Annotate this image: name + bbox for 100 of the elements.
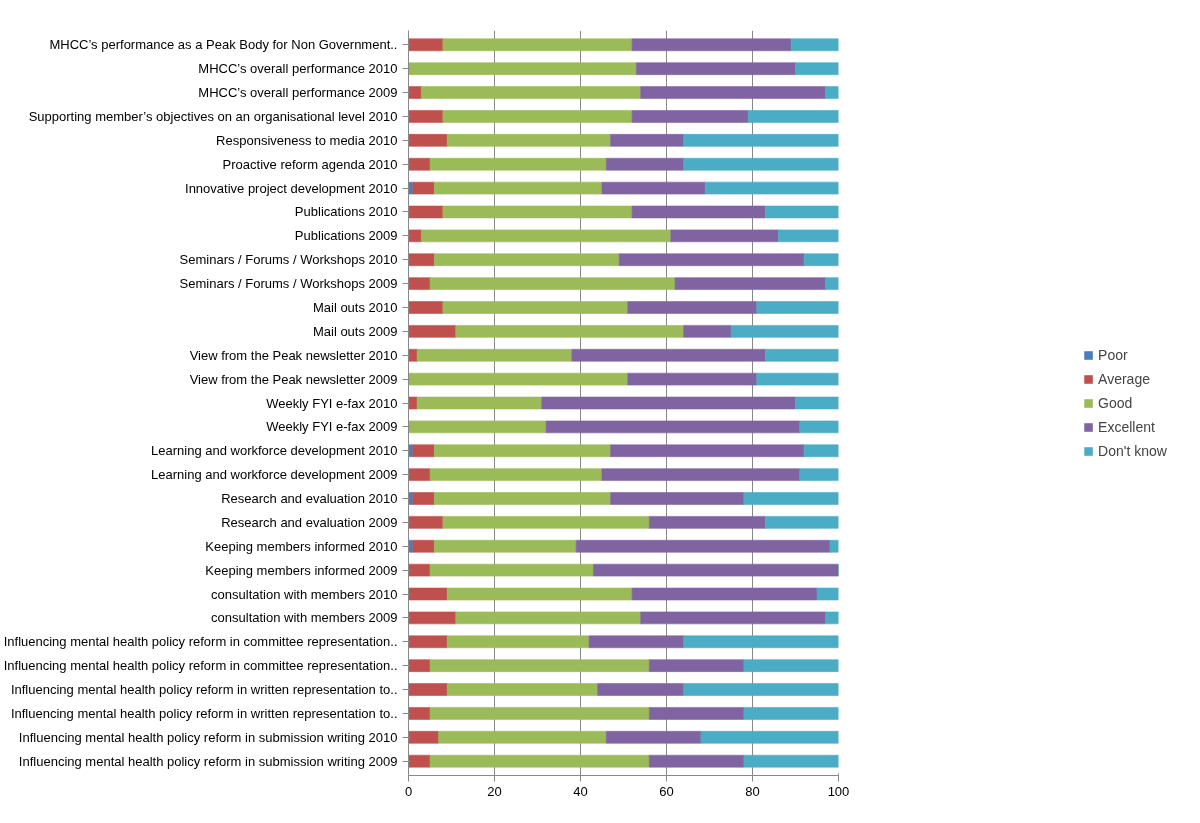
- bar: [605, 730, 702, 744]
- bar: [408, 706, 431, 720]
- y-tick-label: Influencing mental health policy reform in written representation to..: [10, 682, 398, 698]
- bar: [408, 277, 431, 291]
- bar: [648, 706, 745, 720]
- bar: [635, 62, 796, 76]
- bar: [790, 38, 839, 52]
- bar: [433, 492, 612, 505]
- y-tick-label: Seminars / Forums / Workshops 2009: [179, 276, 398, 292]
- bar: [799, 468, 839, 482]
- bar: [446, 587, 633, 601]
- bar: [408, 253, 435, 267]
- bar: [442, 38, 633, 52]
- y-tick-label: consultation with members 2010: [211, 586, 398, 602]
- bar: [429, 706, 650, 720]
- bar: [803, 253, 839, 267]
- y-tick-label: Supporting member’s objectives on an organisational level 2010: [28, 108, 398, 124]
- x-tick-label: 60: [659, 783, 674, 799]
- bar: [442, 301, 629, 314]
- y-tick-label: consultation with members 2009: [211, 610, 398, 626]
- bar: [743, 492, 839, 505]
- bar: [408, 587, 448, 601]
- bar: [777, 229, 839, 243]
- bar: [610, 444, 805, 458]
- y-tick-label: View from the Peak newsletter 2010: [189, 347, 398, 363]
- bar: [408, 683, 448, 697]
- bar: [640, 86, 827, 100]
- bar: [408, 133, 448, 147]
- y-tick-label: Research and evaluation 2010: [221, 491, 398, 507]
- bar: [408, 659, 431, 673]
- bar: [597, 683, 685, 697]
- y-tick-label: Influencing mental health policy reform in committee representation..: [3, 658, 398, 674]
- bar: [747, 109, 839, 123]
- legend-label: Good: [1098, 394, 1133, 411]
- bar: [648, 754, 745, 768]
- bar: [743, 659, 839, 673]
- bar: [416, 348, 573, 362]
- bar: [433, 181, 603, 195]
- y-tick-label: Keeping members informed 2010: [205, 538, 398, 554]
- y-tick-label: Publications 2009: [294, 228, 398, 244]
- y-tick-label: Weekly FYI e-fax 2010: [266, 395, 398, 411]
- y-tick-label: Weekly FYI e-fax 2009: [266, 419, 398, 435]
- bar: [730, 324, 839, 338]
- bar: [683, 133, 839, 147]
- bar: [648, 515, 766, 529]
- bar: [756, 301, 839, 314]
- bar: [674, 277, 827, 291]
- bar: [408, 420, 547, 434]
- bar: [592, 563, 839, 577]
- y-tick-label: View from the Peak newsletter 2009: [189, 371, 398, 387]
- bar: [408, 730, 440, 744]
- bar: [825, 86, 839, 100]
- bar: [743, 706, 839, 720]
- y-tick-label: Learning and workforce development 2010: [151, 443, 398, 459]
- bar: [683, 324, 732, 338]
- y-tick-label: Learning and workforce development 2009: [151, 467, 398, 483]
- bar: [683, 635, 839, 649]
- bar: [442, 205, 633, 219]
- bar: [446, 683, 599, 697]
- bar: [803, 444, 839, 458]
- bar: [756, 372, 839, 386]
- bar: [610, 133, 685, 147]
- bar: [412, 539, 435, 553]
- bar: [408, 109, 444, 123]
- bar: [408, 229, 422, 243]
- bar: [455, 324, 685, 338]
- bar: [442, 515, 650, 529]
- bar: [446, 133, 612, 147]
- bar: [545, 420, 801, 434]
- bar: [408, 324, 457, 338]
- bar: [442, 109, 633, 123]
- bar: [408, 563, 431, 577]
- bar: [433, 444, 612, 458]
- bar: [764, 205, 839, 219]
- y-tick-label: MHCC’s performance as a Peak Body for Non Government..: [49, 37, 398, 53]
- bar: [764, 515, 839, 529]
- bar: [408, 301, 444, 314]
- bar: [429, 659, 650, 673]
- bar: [627, 372, 758, 386]
- bar: [825, 611, 839, 625]
- bar: [631, 38, 792, 52]
- bar: [799, 420, 839, 434]
- bar: [575, 539, 831, 553]
- bar: [433, 253, 620, 267]
- bar: [455, 611, 642, 625]
- bar: [408, 635, 448, 649]
- legend-label: Excellent: [1098, 418, 1155, 435]
- x-tick-label: 0: [404, 783, 413, 799]
- bar: [408, 86, 422, 100]
- bar: [670, 229, 779, 243]
- bar: [446, 635, 590, 649]
- bar: [408, 372, 629, 386]
- bar: [429, 754, 650, 768]
- bar: [704, 181, 839, 195]
- bar: [416, 396, 543, 410]
- bar: [627, 301, 758, 314]
- bar: [605, 157, 685, 171]
- bar: [412, 444, 435, 458]
- y-tick-label: Research and evaluation 2009: [221, 514, 398, 530]
- y-tick-label: Influencing mental health policy reform in written representation to..: [10, 705, 398, 721]
